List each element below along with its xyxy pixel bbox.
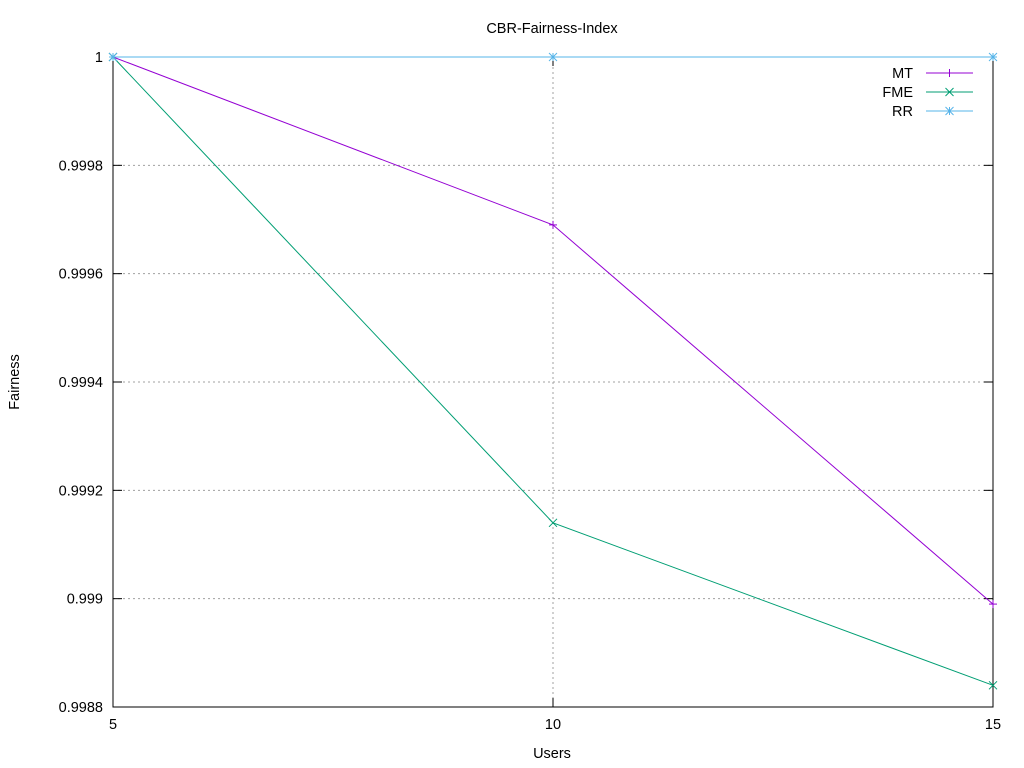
y-tick-label: 0.9998 — [59, 158, 103, 174]
data-point-rr — [988, 52, 998, 62]
y-tick-label: 1 — [95, 50, 103, 66]
chart-title: CBR-Fairness-Index — [486, 21, 618, 37]
data-point-fme — [988, 680, 998, 690]
x-tick-label: 10 — [545, 717, 561, 733]
data-point-mt — [549, 220, 557, 229]
x-axis-label: Users — [533, 746, 571, 762]
grid — [113, 57, 993, 707]
legend-marker-fme — [945, 87, 954, 97]
y-tick-label: 0.9996 — [59, 267, 103, 283]
data-point-mt — [989, 600, 997, 609]
y-tick-label: 0.9992 — [59, 483, 103, 499]
legend-label-rr: RR — [892, 104, 913, 120]
x-tick-label: 15 — [985, 717, 1001, 733]
legend-marker-rr — [945, 106, 954, 116]
legend: MT FME RR — [882, 66, 973, 120]
y-axis-label: Fairness — [7, 354, 23, 410]
y-tick-label: 0.9988 — [59, 700, 103, 716]
y-tick-label: 0.999 — [67, 592, 103, 608]
legend-marker-mt — [945, 69, 954, 77]
series-layer — [108, 52, 998, 690]
legend-label-fme: FME — [882, 85, 913, 101]
legend-label-mt: MT — [892, 66, 913, 82]
data-point-rr — [548, 52, 558, 62]
x-tick-label: 5 — [109, 717, 117, 733]
data-point-fme — [548, 518, 558, 528]
y-tick-label: 0.9994 — [59, 375, 103, 391]
series-line-fme — [112, 56, 994, 686]
data-point-rr — [108, 52, 118, 62]
